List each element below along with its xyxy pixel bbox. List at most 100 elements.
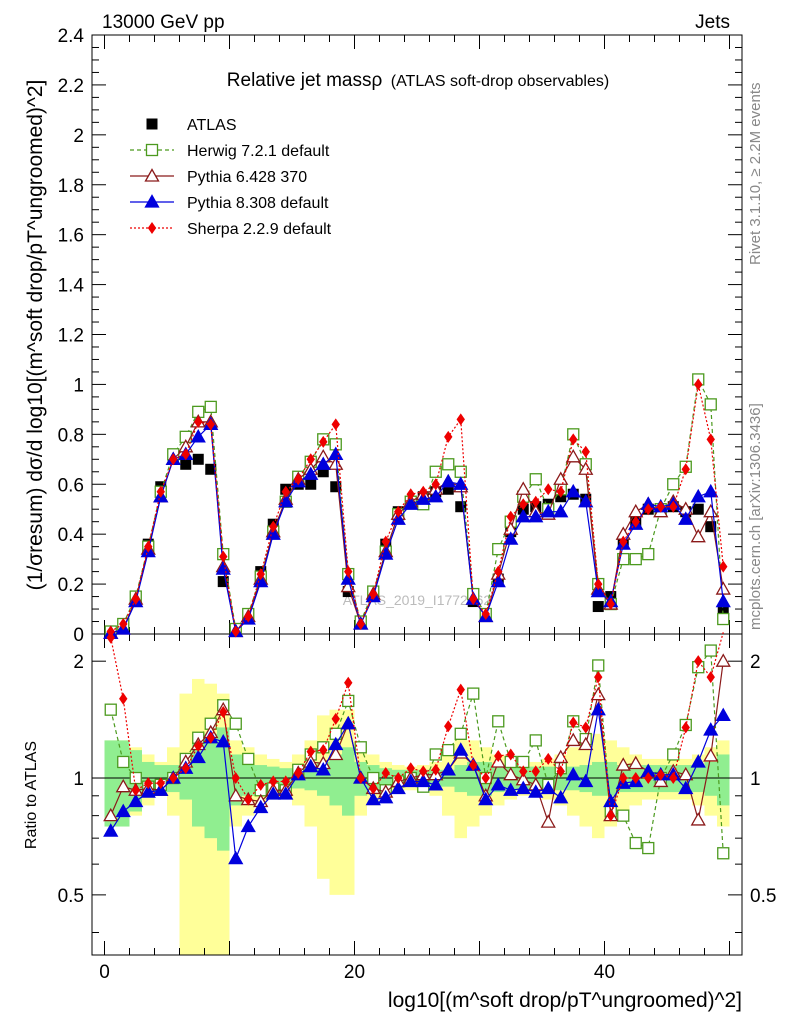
data-point [503, 531, 519, 545]
data-point [494, 565, 503, 578]
ratio-point [717, 847, 730, 860]
data-point [565, 448, 581, 463]
data-point [515, 508, 531, 523]
data-point [315, 456, 331, 470]
ratio-point [342, 694, 355, 708]
ratio-point [340, 715, 356, 730]
data-point [706, 433, 715, 446]
data-point [294, 473, 303, 486]
y-axis-label-text: (1/σresum) dσ/d log10[(m^soft drop/pT^un… [24, 80, 47, 591]
ratio-point [681, 721, 690, 734]
band-inner-bin [692, 765, 705, 793]
y-tick-label: 0.8 [58, 425, 84, 446]
ratio-point [106, 631, 115, 644]
data-point [715, 593, 731, 608]
ratio-point [469, 759, 478, 772]
ratio-point [169, 772, 178, 785]
ratio-point [667, 748, 680, 761]
ratio-point [703, 748, 719, 762]
ratio-point [328, 736, 344, 751]
data-point [690, 528, 706, 543]
data-point [281, 485, 290, 498]
ratio-point [503, 782, 519, 796]
data-point [540, 503, 556, 518]
data-point [715, 581, 731, 595]
ratio-point [144, 777, 153, 790]
ratio-point [578, 773, 594, 788]
data-point [492, 542, 505, 556]
ratio-point [519, 765, 528, 778]
chart-title: Relative jet massρ [227, 70, 383, 91]
ratio-series [103, 631, 731, 865]
ratio-point [715, 707, 731, 722]
data-point [429, 465, 442, 478]
data-point [265, 526, 281, 540]
ratio-point [492, 715, 505, 728]
data-point [219, 550, 228, 563]
legend-marker [144, 194, 160, 208]
legend-marker [147, 222, 157, 234]
ratio-tick-label: 2 [73, 652, 84, 673]
data-point [317, 466, 329, 478]
ratio-point [490, 777, 506, 791]
legend-marker [146, 118, 158, 130]
ratio-point [540, 780, 556, 795]
ratio-point [244, 793, 253, 806]
ratio-point [619, 772, 628, 785]
data-point [106, 625, 115, 638]
ratio-point [715, 653, 731, 667]
ratio-point [390, 780, 406, 795]
data-point [231, 625, 240, 638]
ratio-point [419, 765, 428, 778]
data-point [181, 448, 190, 461]
data-point [305, 478, 317, 490]
ratio-point [140, 784, 156, 798]
data-point [606, 598, 615, 611]
ratio-point [531, 765, 540, 778]
data-point [169, 453, 178, 466]
data-point [194, 415, 203, 428]
data-point [519, 498, 528, 511]
ratio-point [181, 762, 190, 775]
ratio-point [428, 777, 444, 791]
data-point [656, 500, 665, 513]
data-point [419, 485, 428, 498]
ratio-point [369, 782, 378, 795]
data-point [717, 612, 730, 626]
ratio-point [269, 775, 278, 788]
ratio-point [219, 705, 228, 718]
data-point [642, 547, 655, 561]
ratio-point [431, 763, 440, 776]
ratio-point [215, 733, 231, 748]
mcplots-label: mcplots.cern.ch [arXiv:1306.3436] [747, 403, 764, 630]
ratio-point [153, 782, 169, 796]
data-point [529, 473, 542, 486]
y-tick-label: 2.4 [58, 26, 85, 47]
data-point [356, 618, 365, 631]
ratio-frame [91, 633, 743, 956]
ratio-point [656, 768, 665, 781]
ratio-point [694, 655, 703, 668]
main-series [103, 373, 731, 639]
data-point [344, 565, 353, 578]
ratio-point [690, 754, 706, 768]
data-point [692, 503, 704, 515]
data-point [705, 521, 717, 533]
ratio-point [328, 746, 344, 761]
data-point [190, 429, 206, 443]
data-point [578, 493, 594, 508]
ratio-point [365, 791, 381, 806]
ratio-point [115, 803, 131, 818]
ratio-point [553, 789, 569, 804]
rivet-label: Rivet 3.1.10, ≥ 2.2M events [747, 83, 764, 266]
ratio-series-3 [106, 631, 724, 822]
data-point [406, 488, 415, 501]
ratio-y-axis-label: Ratio to ATLAS [23, 741, 40, 849]
data-point [328, 446, 344, 460]
legend-label: Pythia 6.428 370 [187, 169, 307, 186]
data-point [340, 571, 356, 585]
data-point [703, 503, 719, 518]
ratio-point [578, 736, 594, 751]
data-point [144, 540, 153, 553]
data-point [619, 535, 628, 548]
